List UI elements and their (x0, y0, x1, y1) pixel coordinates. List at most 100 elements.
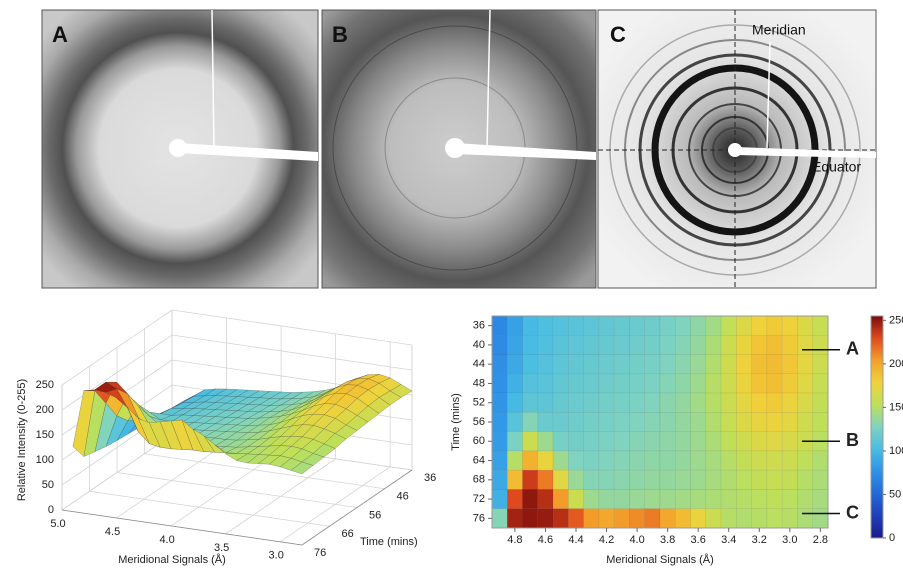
heatmap-cell (629, 450, 645, 471)
beam-stop (735, 147, 876, 158)
heatmap-cell (644, 392, 661, 413)
heatmap-cell (736, 469, 752, 490)
heatmap-cell (598, 412, 615, 432)
heatmap-cell (629, 335, 645, 355)
x-tick-label: 4.0 (629, 534, 644, 546)
heatmap-cell (705, 508, 722, 529)
heatmap-cell (583, 450, 600, 471)
heatmap-cell (675, 392, 691, 413)
heatmap-cell (629, 431, 645, 452)
heatmap-cell (797, 335, 813, 355)
heatmap-cell (812, 335, 829, 355)
panel-a: A (41, 9, 319, 289)
heatmap-cell (675, 354, 691, 375)
grid-line (116, 472, 358, 508)
heatmap-cell (552, 373, 569, 394)
heatmap-cell (644, 335, 661, 355)
heatmap-cell (507, 508, 523, 529)
y-tick-label: 40 (473, 339, 485, 351)
heatmap-cell (659, 335, 676, 355)
heatmap-cell (690, 450, 707, 471)
heatmap-cell (613, 354, 630, 375)
heatmap-cell (675, 335, 691, 355)
x-tick-label: 3.8 (660, 534, 675, 546)
heatmap-cell (751, 373, 768, 394)
heatmap-cell (812, 450, 829, 471)
heatmap-cell (537, 489, 554, 509)
heatmap-cell (491, 315, 508, 336)
heatmap-cell (720, 508, 737, 529)
heatmap-cell (797, 392, 813, 413)
heatmap-cell (644, 450, 661, 471)
heatmap-cell (507, 431, 523, 452)
heatmap-cell (522, 335, 539, 355)
heatmap-cell (507, 469, 523, 490)
colorbar-tick-label: 200 (889, 358, 903, 370)
heatmap-cell (766, 335, 783, 355)
heatmap-cell (598, 469, 615, 490)
panel-label: B (332, 22, 348, 47)
heatmap-cell (552, 450, 569, 471)
heatmap-cell (690, 431, 707, 452)
z-tick-label: 50 (42, 479, 54, 491)
heatmap-cell (583, 412, 600, 432)
y-tick-label: 72 (473, 493, 485, 505)
z-axis-label: Relative Intensity (0-255) (16, 379, 28, 501)
colorbar (870, 315, 884, 539)
heatmap-cell (629, 354, 645, 375)
heatmap-cell (568, 354, 584, 375)
heatmap-cell (598, 450, 615, 471)
heatmap-cell (690, 412, 707, 432)
heatmap-cell (507, 412, 523, 432)
z-tick-label: 200 (36, 404, 54, 416)
heatmap-cell (583, 335, 600, 355)
heatmap-cell (675, 450, 691, 471)
annotation: Equator (812, 159, 861, 175)
heatmap-cell (705, 315, 722, 336)
heatmap-cell (537, 315, 554, 336)
heatmap-cell (720, 315, 737, 336)
heatmap-cell (812, 412, 829, 432)
heatmap-cell (720, 431, 737, 452)
heatmap-cell (522, 354, 539, 375)
heatmap-cell (629, 469, 645, 490)
heatmap-cell (629, 315, 645, 336)
heatmap-cell (751, 335, 768, 355)
annotation: A (846, 338, 859, 358)
heatmap-cell (598, 508, 615, 529)
x-tick-label: 2.8 (813, 534, 828, 546)
heatmap-cell (705, 469, 722, 490)
heatmap-cell (736, 431, 752, 452)
x-tick-label: 4.0 (159, 534, 174, 546)
heatmap-cell (491, 450, 508, 471)
axis-line (61, 509, 303, 546)
colorbar-tick-label: 250 (889, 314, 903, 326)
panel-label: A (52, 22, 68, 47)
heatmap-cell (644, 354, 661, 375)
heatmap-cell (537, 412, 554, 432)
y-tick-label: 46 (397, 491, 409, 503)
heatmap-cell (675, 315, 691, 336)
heatmap-cell (583, 508, 600, 529)
heatmap-cell (613, 315, 630, 336)
heatmap-cell (598, 373, 615, 394)
heatmap-cell (736, 373, 752, 394)
heatmap-cell (675, 431, 691, 452)
heatmap-cell (552, 469, 569, 490)
heatmap-cell (720, 373, 737, 394)
heatmap-cell (613, 373, 630, 394)
heatmap-cell (507, 489, 523, 509)
heatmap-cell (705, 450, 722, 471)
heatmap-cell (766, 315, 783, 336)
x-axis-label: Meridional Signals (Å) (118, 553, 226, 566)
heatmap-cell (552, 412, 569, 432)
heatmap-cell (736, 335, 752, 355)
heatmap-cell (552, 315, 569, 336)
x-axis-label: Meridional Signals (Å) (606, 553, 714, 566)
heatmap-cell (552, 392, 569, 413)
heatmap-cell (568, 315, 584, 336)
x-tick-label: 4.6 (538, 534, 553, 546)
heatmap-cell (491, 412, 508, 432)
heatmap-cell (613, 508, 630, 529)
heatmap-cell (675, 469, 691, 490)
